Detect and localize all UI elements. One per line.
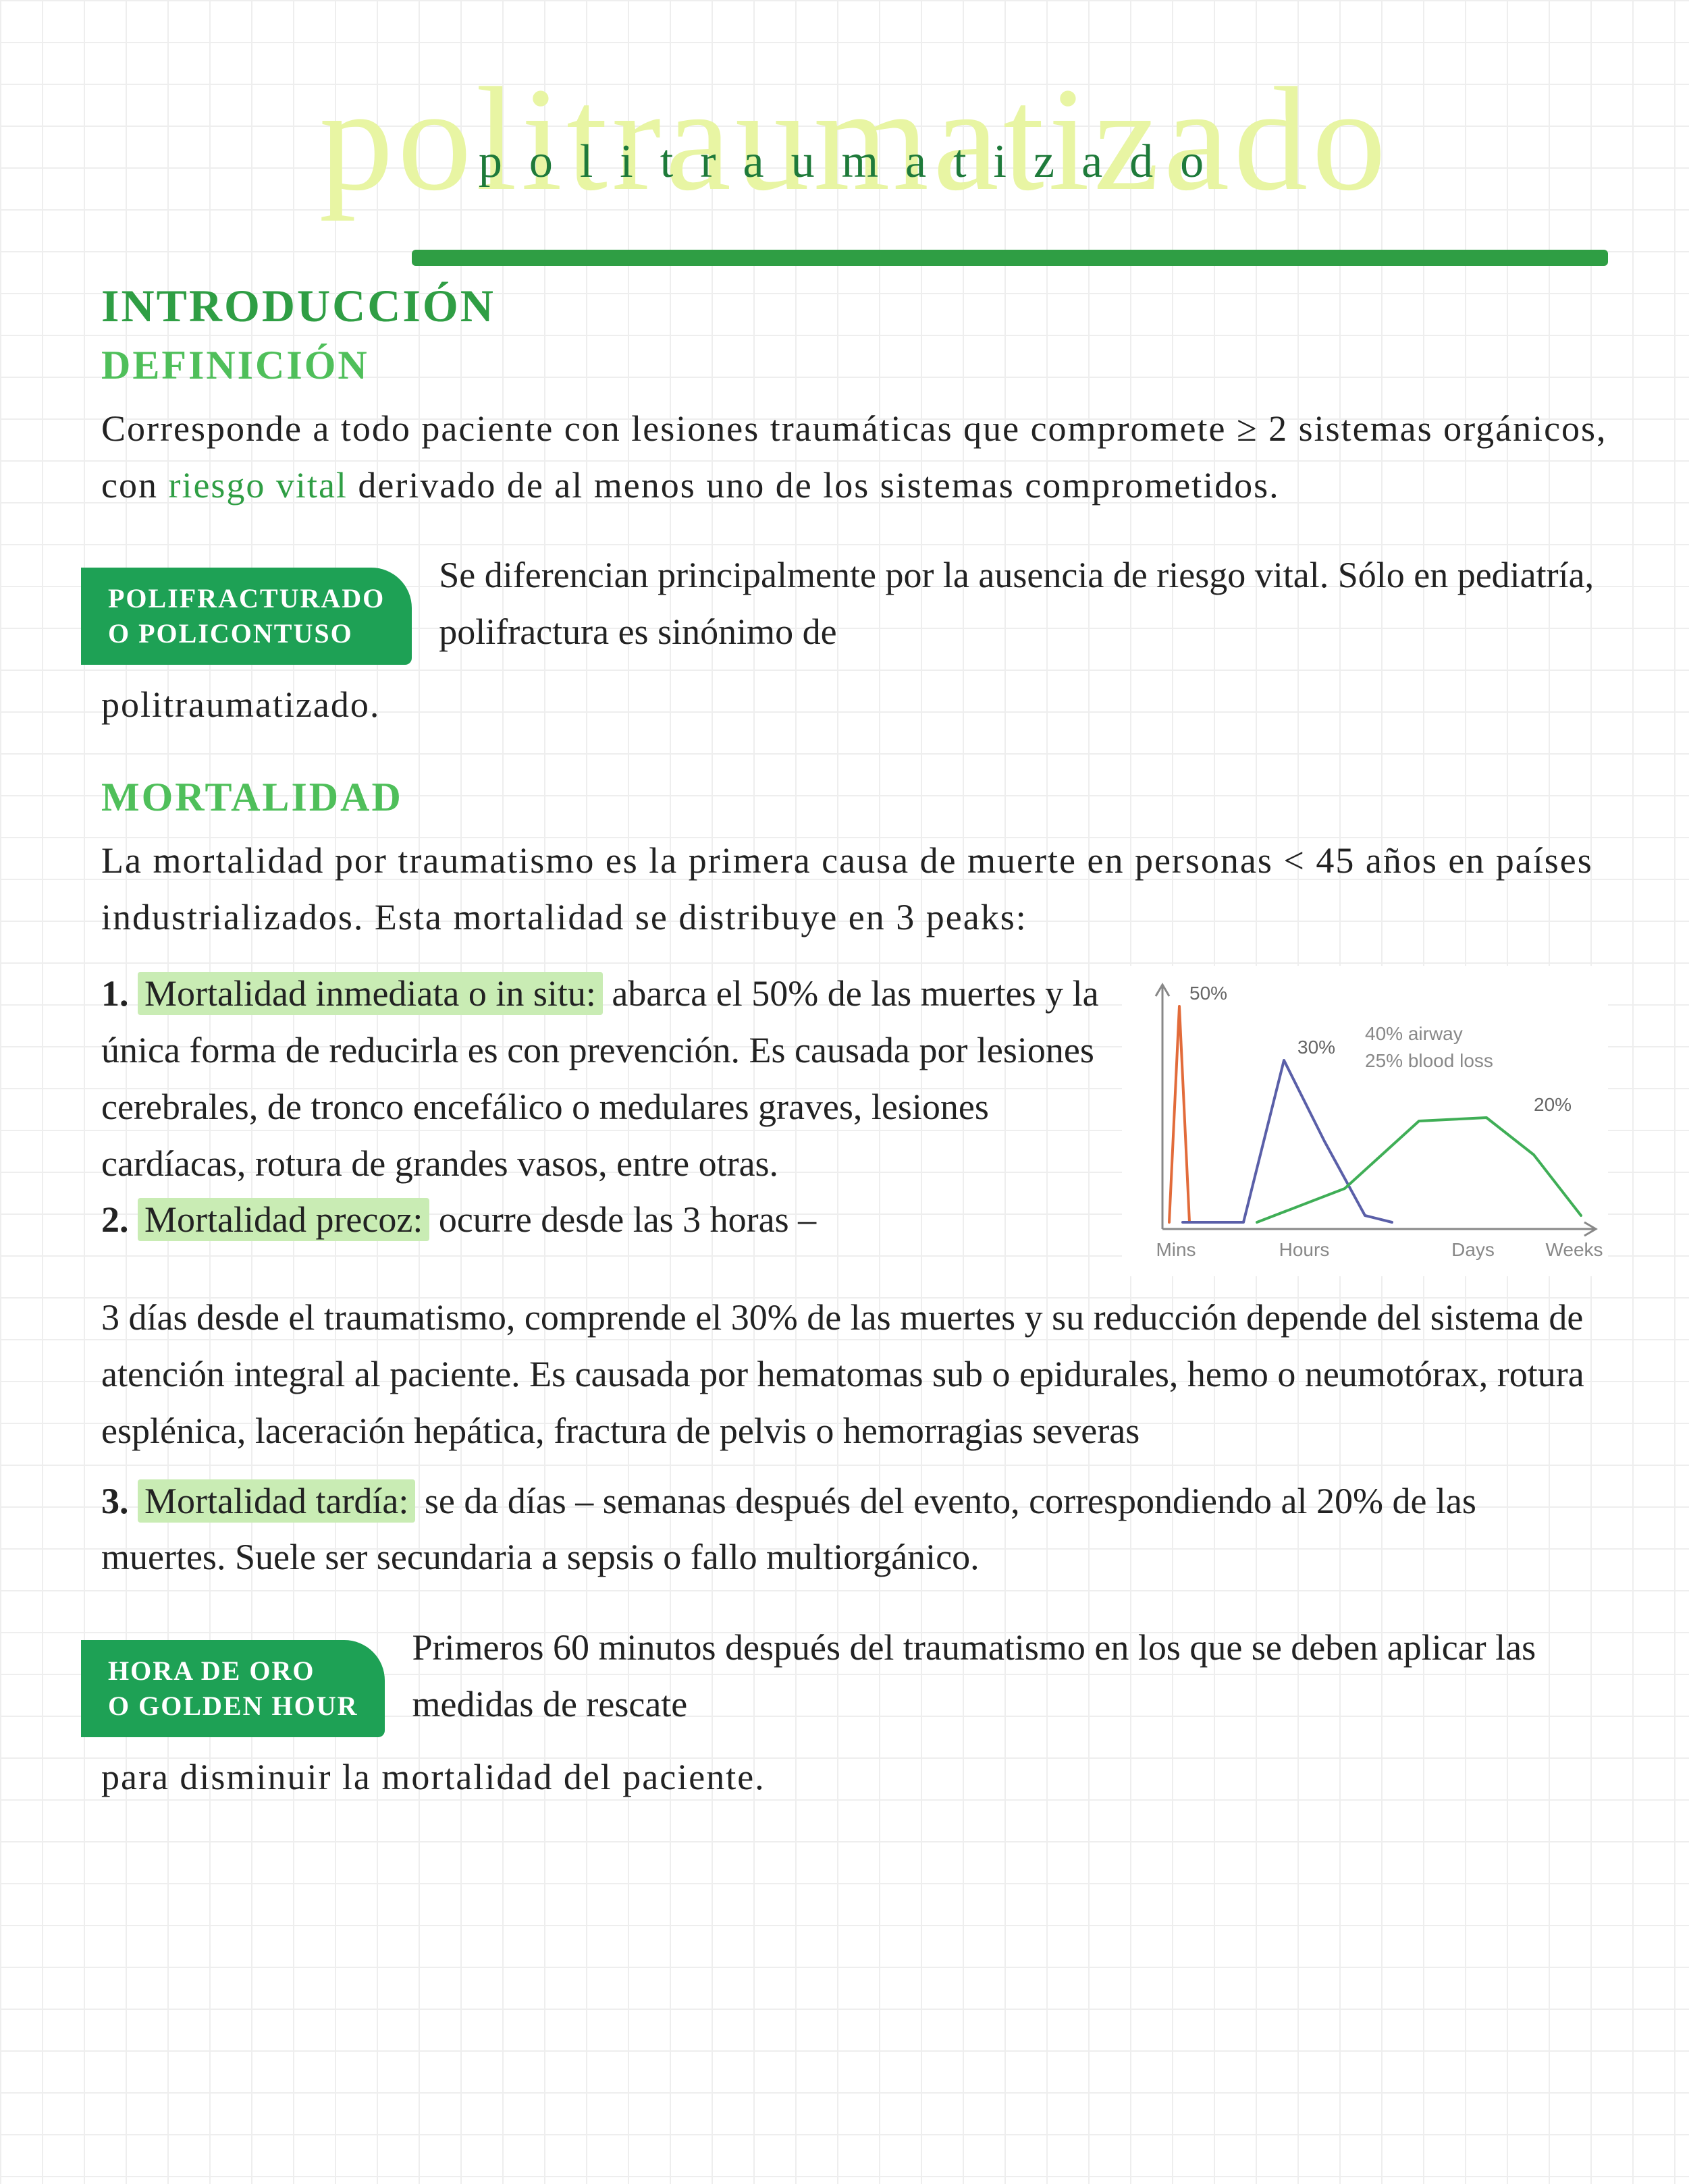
tag2-line1: HORA DE ORO	[108, 1654, 358, 1689]
tag-golden-hour: HORA DE ORO O GOLDEN HOUR	[81, 1640, 385, 1737]
svg-text:Weeks: Weeks	[1545, 1239, 1603, 1260]
page-title-block: politraumatizado politraumatizado	[101, 54, 1608, 256]
mortality-chart: 50% 30% 40% airway 25% blood loss 20% Mins Ho…	[1122, 966, 1608, 1276]
peak2-highlight: Mortalidad precoz:	[138, 1198, 429, 1241]
svg-text:40% airway: 40% airway	[1365, 1023, 1463, 1044]
tag-polifracturado-row: POLIFRACTURADO O POLICONTUSO Se diferenc…	[101, 541, 1608, 665]
peak2-body-b: 3 días desde el traumatismo, comprende e…	[101, 1297, 1584, 1450]
peaks-list: 1. Mortalidad inmediata o in situ: abarc…	[101, 966, 1608, 1585]
tag1-line1: POLIFRACTURADO	[108, 581, 385, 616]
svg-text:30%: 30%	[1297, 1037, 1335, 1058]
peak2-num: 2.	[101, 1199, 129, 1240]
peak-3: 3. Mortalidad tardía: se da días – seman…	[101, 1473, 1608, 1586]
mortality-chart-svg: 50% 30% 40% airway 25% blood loss 20% Mins Ho…	[1122, 966, 1608, 1276]
heading-mortalidad: MORTALIDAD	[101, 774, 1608, 821]
svg-text:50%: 50%	[1189, 983, 1227, 1004]
svg-text:Hours: Hours	[1279, 1239, 1330, 1260]
tag2-text: Primeros 60 minutos después del traumati…	[412, 1613, 1608, 1732]
tag-golden-hour-row: HORA DE ORO O GOLDEN HOUR Primeros 60 mi…	[101, 1613, 1608, 1737]
peak1-num: 1.	[101, 973, 129, 1014]
svg-text:Mins: Mins	[1156, 1239, 1196, 1260]
definicion-body: Corresponde a todo paciente con lesiones…	[101, 401, 1608, 514]
tag1-text: Se diferencian principalmente por la aus…	[439, 541, 1608, 660]
tag-polifracturado: POLIFRACTURADO O POLICONTUSO	[81, 568, 412, 665]
mortalidad-intro: La mortalidad por traumatismo es la prim…	[101, 833, 1608, 946]
peak1-highlight: Mortalidad inmediata o in situ:	[138, 972, 603, 1015]
svg-text:20%: 20%	[1534, 1094, 1572, 1115]
peak3-num: 3.	[101, 1481, 129, 1521]
heading-introduccion: INTRODUCCIÓN	[101, 279, 1608, 333]
peak2-body-a: ocurre desde las 3 horas –	[439, 1199, 816, 1240]
svg-text:25% blood loss: 25% blood loss	[1365, 1050, 1493, 1071]
peak3-highlight: Mortalidad tardía:	[138, 1479, 415, 1523]
svg-text:Days: Days	[1451, 1239, 1495, 1260]
def-text-post: derivado de al menos uno de los sistemas…	[358, 465, 1279, 506]
tag1-cont: politraumatizado.	[101, 677, 1608, 734]
peak-2-cont: 3 días desde el traumatismo, comprende e…	[101, 1290, 1608, 1459]
title-foreground: politraumatizado	[479, 135, 1231, 189]
peak-1: 1. Mortalidad inmediata o in situ: abarc…	[101, 966, 1608, 1276]
tag1-line2: O POLICONTUSO	[108, 616, 385, 651]
heading-definicion: DEFINICIÓN	[101, 342, 1608, 389]
tag2-line2: O GOLDEN HOUR	[108, 1689, 358, 1724]
def-text-accent: riesgo vital	[168, 465, 347, 506]
tag2-cont: para disminuir la mortalidad del pacient…	[101, 1749, 1608, 1806]
